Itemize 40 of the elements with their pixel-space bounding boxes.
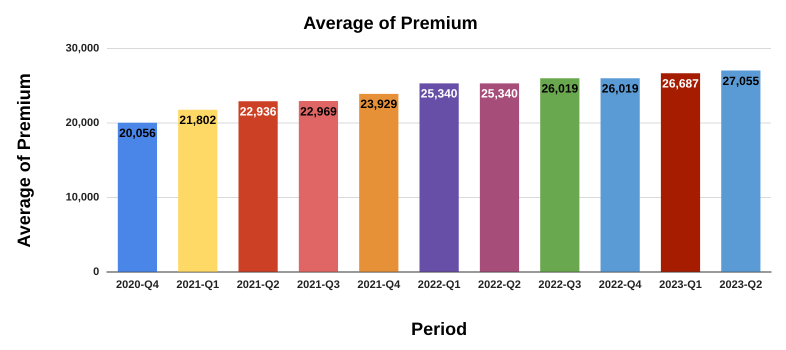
x-tick-label: 2021-Q3 [297,278,340,291]
data-label: 27,055 [722,74,760,88]
bar [540,78,580,272]
data-label: 22,936 [240,104,277,119]
data-label: 20,056 [119,126,156,140]
x-tick-label: 2022-Q1 [418,278,461,291]
x-tick-label: 2022-Q2 [478,278,521,291]
data-label: 26,019 [541,82,578,96]
bar [721,70,760,272]
data-label: 22,969 [300,104,338,118]
x-axis-title: Period [411,319,468,340]
y-tick-label: 10,000 [66,192,100,204]
bar [359,94,398,272]
y-axis-title: Average of Premium [14,73,34,248]
data-label: 23,929 [360,97,398,112]
data-label: 26,019 [602,82,639,96]
x-tick-label: 2021-Q2 [236,278,280,291]
bar [178,110,218,272]
data-label: 25,340 [420,86,458,101]
bar [660,73,700,272]
x-tick-label: 2022-Q4 [598,278,642,291]
bar [420,83,459,272]
data-label: 25,340 [481,86,518,101]
bar [238,101,278,272]
bar [118,122,158,272]
x-tick-label: 2023-Q1 [659,278,702,291]
x-tick-label: 2021-Q4 [357,278,402,291]
bar [480,83,520,272]
x-tick-label: 2021-Q1 [176,278,220,291]
data-label: 21,802 [179,113,216,128]
y-tick-label: 0 [93,266,100,278]
bar [600,78,640,272]
bar [298,101,338,272]
x-tick-label: 2020-Q4 [116,278,160,291]
y-tick-label: 30,000 [66,42,100,55]
data-label: 26,687 [662,76,700,91]
x-tick-label: 2023-Q2 [719,278,762,291]
y-tick-label: 20,000 [66,117,100,130]
x-tick-label: 2022-Q3 [538,278,582,291]
chart-title: Average of Premium [303,12,478,33]
